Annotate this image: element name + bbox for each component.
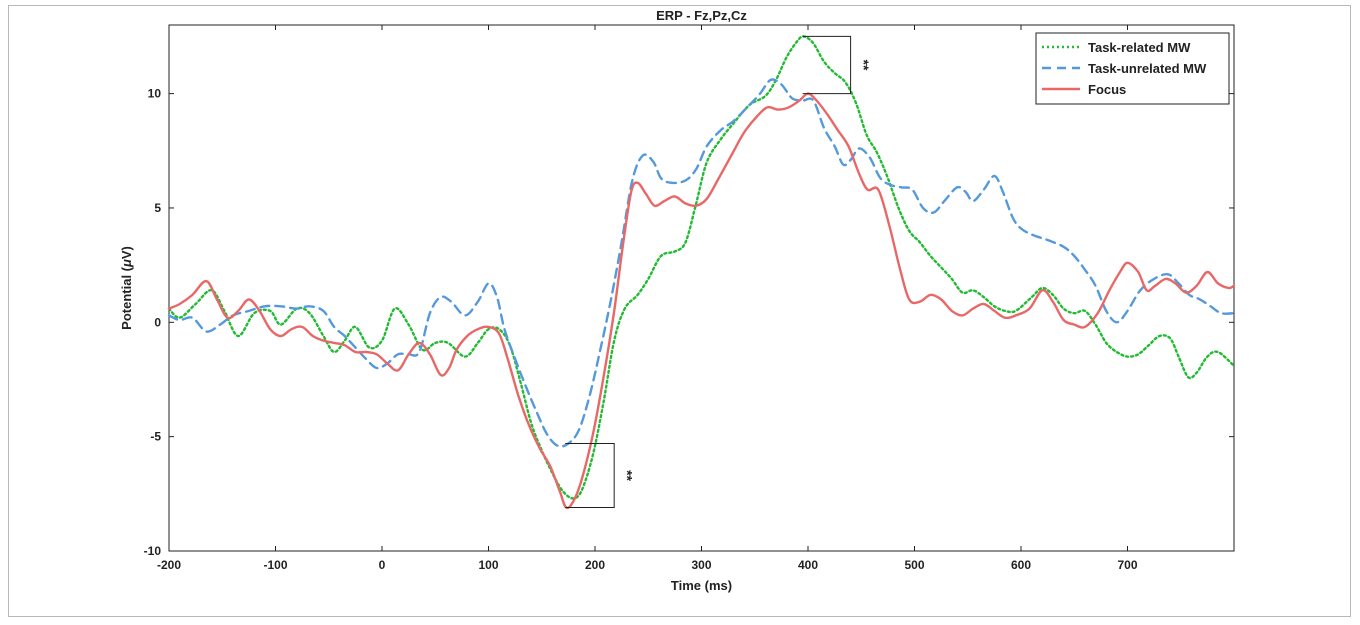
x-tick-label: -200 (157, 558, 181, 572)
x-tick-label: 700 (1117, 558, 1137, 572)
y-tick-label: 5 (154, 201, 161, 215)
series-layer (167, 35, 1236, 510)
y-tick-label: 10 (148, 87, 162, 101)
chart-title: ERP - Fz,Pz,Cz (656, 8, 747, 23)
legend: Task-related MW Task-unrelated MW Focus (1035, 32, 1230, 105)
significance-label: ** (619, 470, 635, 481)
y-tick-label: -10 (144, 544, 162, 558)
x-tick-label: 400 (798, 558, 818, 572)
series-line-0 (167, 35, 1236, 500)
x-tick-label: 500 (904, 558, 924, 572)
x-tick-label: -100 (263, 558, 287, 572)
series-line-1 (167, 78, 1236, 448)
y-axis-title: Potential (μV) (119, 246, 134, 330)
ticks-layer: -200 -100 0 100 200 300 400 500 600 700 -10 -5 0 5 10 (144, 25, 1234, 572)
significance-label: ** (856, 60, 872, 71)
y-axis-title-end: V) (119, 246, 134, 259)
series-line-2 (167, 92, 1236, 510)
legend-label-1: Task-unrelated MW (1088, 61, 1207, 76)
x-tick-label: 300 (691, 558, 711, 572)
significance-bracket (802, 35, 852, 95)
y-tick-label: 0 (154, 315, 161, 329)
y-tick-label: -5 (150, 430, 161, 444)
x-tick-label: 200 (585, 558, 605, 572)
legend-label-2: Focus (1088, 82, 1126, 97)
significance-bracket (565, 443, 615, 509)
legend-box (1035, 32, 1230, 105)
annotation-layer: ** ** (565, 35, 872, 509)
erp-line-chart: -200 -100 0 100 200 300 400 500 600 700-10-50510 … (119, 8, 1236, 593)
legend-label-0: Task-related MW (1088, 40, 1191, 55)
figure-frame: -200 -100 0 100 200 300 400 500 600 700 -10 -5 0 5 10 … (8, 5, 1351, 617)
x-tick-label: 600 (1011, 558, 1031, 572)
x-tick-label: 0 (379, 558, 386, 572)
y-axis-title-start: Potential ( (119, 266, 134, 330)
x-tick-label: 100 (478, 558, 498, 572)
x-axis-title: Time (ms) (671, 578, 732, 593)
y-axis-title-mu: μ (119, 259, 134, 268)
